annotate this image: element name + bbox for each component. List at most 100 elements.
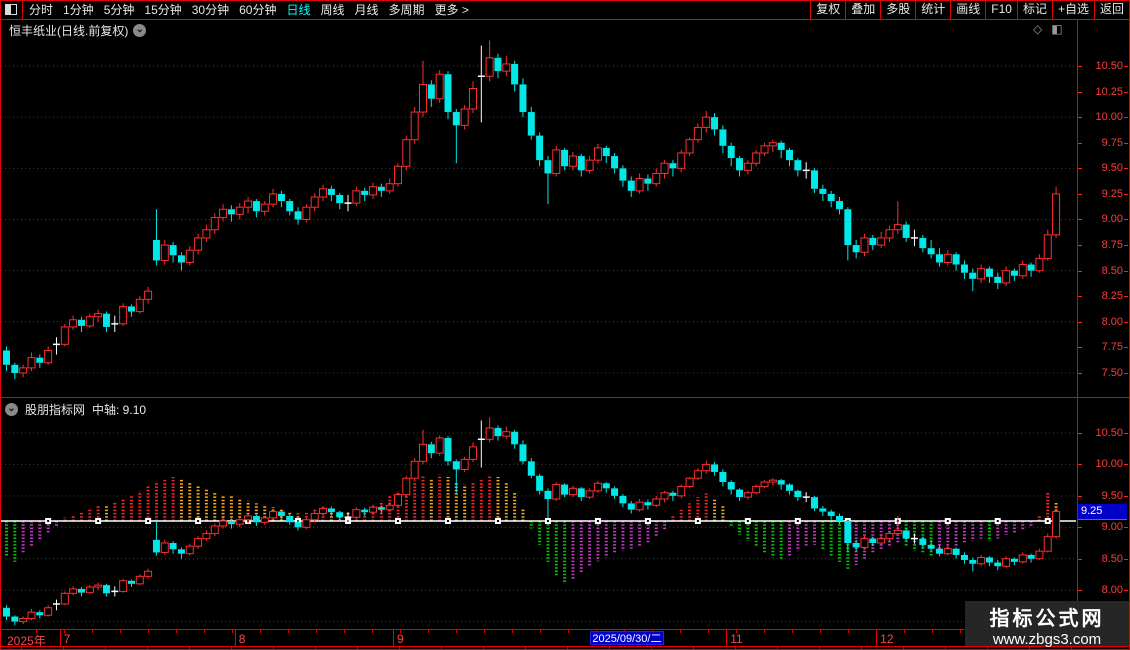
price-axis-line bbox=[1077, 20, 1078, 646]
time-axis-subtick bbox=[273, 647, 274, 649]
time-axis-subtick bbox=[483, 647, 484, 649]
price-axis-tick-r bbox=[1124, 347, 1128, 349]
tool-menu-item-4[interactable]: 画线 bbox=[950, 1, 985, 19]
time-axis-tick bbox=[484, 630, 485, 633]
time-axis-subtick bbox=[945, 647, 946, 649]
month-label-11: 11 bbox=[730, 632, 743, 646]
tool-menu-item-2[interactable]: 多股 bbox=[880, 1, 915, 19]
tool-menu-item-7[interactable]: +自选 bbox=[1051, 1, 1094, 19]
indicator-axis-label-4: 8.50 bbox=[1101, 552, 1123, 565]
price-axis-tick bbox=[1078, 219, 1082, 221]
period-menu-item-2[interactable]: 5分钟 bbox=[103, 3, 135, 17]
period-menu-item-0[interactable]: 分时 bbox=[29, 3, 54, 17]
layout-toggle-icon[interactable]: ◧ bbox=[1051, 22, 1063, 36]
time-axis-tick bbox=[764, 630, 765, 633]
price-axis-tick bbox=[1078, 66, 1082, 67]
price-axis-tick-r bbox=[1124, 66, 1128, 67]
price-axis-tick-r bbox=[1124, 372, 1128, 374]
time-axis-tick bbox=[540, 630, 541, 633]
time-axis-tick bbox=[148, 630, 149, 633]
month-separator bbox=[876, 630, 878, 646]
tool-menu-item-0[interactable]: 复权 bbox=[810, 1, 845, 19]
time-axis-subtick bbox=[819, 647, 820, 649]
time-axis-tick bbox=[176, 630, 177, 633]
candles-layer bbox=[3, 417, 1061, 626]
time-axis-subtick bbox=[231, 647, 232, 649]
period-menu-item-9[interactable]: 多周期 bbox=[388, 3, 425, 17]
month-label-8: 8 bbox=[238, 632, 246, 646]
indicator-axis-label-5: 8.00 bbox=[1101, 584, 1123, 597]
tool-menu-item-3[interactable]: 统计 bbox=[915, 1, 950, 19]
price-axis-label-12: 7.50 bbox=[1101, 366, 1123, 379]
chevron-down-icon[interactable]: ⌄ bbox=[133, 24, 147, 37]
time-axis-tick bbox=[680, 630, 681, 633]
watermark-title: 指标公式网 bbox=[989, 608, 1105, 630]
time-axis-subtick bbox=[441, 647, 442, 649]
price-axis-tick bbox=[1078, 296, 1082, 298]
candles-layer bbox=[3, 40, 1061, 380]
tool-menu-item-8[interactable]: 返回 bbox=[1093, 1, 1129, 19]
price-axis-tick bbox=[1078, 245, 1082, 247]
price-axis-label-4: 9.50 bbox=[1101, 162, 1123, 175]
month-separator bbox=[393, 630, 394, 646]
time-axis-subtick bbox=[735, 647, 736, 649]
indicator-axis-tick-r bbox=[1124, 433, 1128, 434]
indicator-axis-tick bbox=[1078, 495, 1082, 497]
time-axis-tick bbox=[456, 630, 457, 633]
period-menu-item-5[interactable]: 60分钟 bbox=[239, 3, 277, 17]
time-axis-tick bbox=[512, 630, 513, 633]
indicator-axis-tick-r bbox=[1124, 527, 1128, 529]
time-axis-subtick bbox=[357, 647, 358, 649]
time-axis-tick bbox=[820, 630, 821, 633]
diamond-icon[interactable]: ◇ bbox=[1033, 22, 1043, 36]
month-separator bbox=[59, 630, 61, 646]
time-axis-tick bbox=[232, 630, 233, 633]
price-axis-label-8: 8.50 bbox=[1101, 264, 1123, 277]
price-axis-label-1: 10.25 bbox=[1095, 85, 1123, 98]
tool-menu-item-6[interactable]: 标记 bbox=[1016, 1, 1052, 19]
month-label-9: 9 bbox=[397, 632, 404, 646]
indicator-axis-tick bbox=[1078, 433, 1082, 434]
period-menu-item-7[interactable]: 周线 bbox=[320, 3, 345, 17]
time-axis-subtick bbox=[777, 647, 778, 649]
price-axis-tick-r bbox=[1124, 219, 1128, 221]
indicator-panel[interactable] bbox=[1, 399, 1077, 629]
time-axis-subtick bbox=[651, 647, 652, 649]
indicator-axis-tick-r bbox=[1124, 590, 1128, 592]
title-icons: ◇ ◧ bbox=[1033, 22, 1063, 36]
price-axis-tick-r bbox=[1124, 245, 1128, 247]
price-axis-tick bbox=[1078, 347, 1082, 349]
time-axis: 2025年 7 8 9 11 12 2025/09/30/二 bbox=[1, 629, 1129, 648]
time-axis-tick bbox=[36, 630, 37, 633]
time-axis-subtick bbox=[1029, 647, 1030, 649]
last-price-tag: 9.25 bbox=[1078, 503, 1127, 520]
time-axis-tick bbox=[904, 630, 905, 633]
period-menu: 分时 1分钟 5分钟 15分钟 30分钟 60分钟 日线 周线 月线 多周期 更多 > bbox=[29, 1, 469, 19]
time-axis-tick bbox=[316, 630, 317, 633]
indicator-axis-tick bbox=[1078, 558, 1082, 560]
split-screen-icon[interactable] bbox=[5, 4, 17, 15]
period-menu-item-1[interactable]: 1分钟 bbox=[63, 3, 94, 17]
time-axis-tick bbox=[848, 630, 849, 633]
price-axis-label-10: 8.00 bbox=[1101, 315, 1123, 328]
period-menu-item-10[interactable]: 更多 > bbox=[434, 3, 469, 17]
time-axis-subtick bbox=[105, 647, 106, 649]
price-axis-label-3: 9.75 bbox=[1101, 136, 1123, 149]
collapse-icon[interactable]: ⌄ bbox=[5, 403, 18, 416]
time-axis-tick bbox=[932, 630, 933, 633]
tool-menu: 复权 叠加 多股 统计 画线 F10 标记 +自选 返回 bbox=[810, 1, 1129, 19]
price-panel[interactable] bbox=[1, 39, 1077, 397]
tool-menu-item-5[interactable]: F10 bbox=[985, 1, 1017, 19]
watermark: 指标公式网 www.zbgs3.com bbox=[965, 601, 1129, 648]
indicator-axis-tick-r bbox=[1124, 558, 1128, 560]
period-menu-item-8[interactable]: 月线 bbox=[354, 3, 379, 17]
tool-menu-item-1[interactable]: 叠加 bbox=[845, 1, 880, 19]
period-menu-item-6[interactable]: 日线 bbox=[286, 3, 311, 17]
period-menu-item-3[interactable]: 15分钟 bbox=[144, 3, 182, 17]
price-axis-tick bbox=[1078, 372, 1082, 374]
period-menu-item-4[interactable]: 30分钟 bbox=[191, 3, 230, 17]
watermark-url: www.zbgs3.com bbox=[992, 631, 1102, 648]
year-label: 2025年 bbox=[7, 634, 46, 648]
time-axis-tick bbox=[736, 630, 737, 633]
gridlines-layer bbox=[1, 432, 1076, 623]
